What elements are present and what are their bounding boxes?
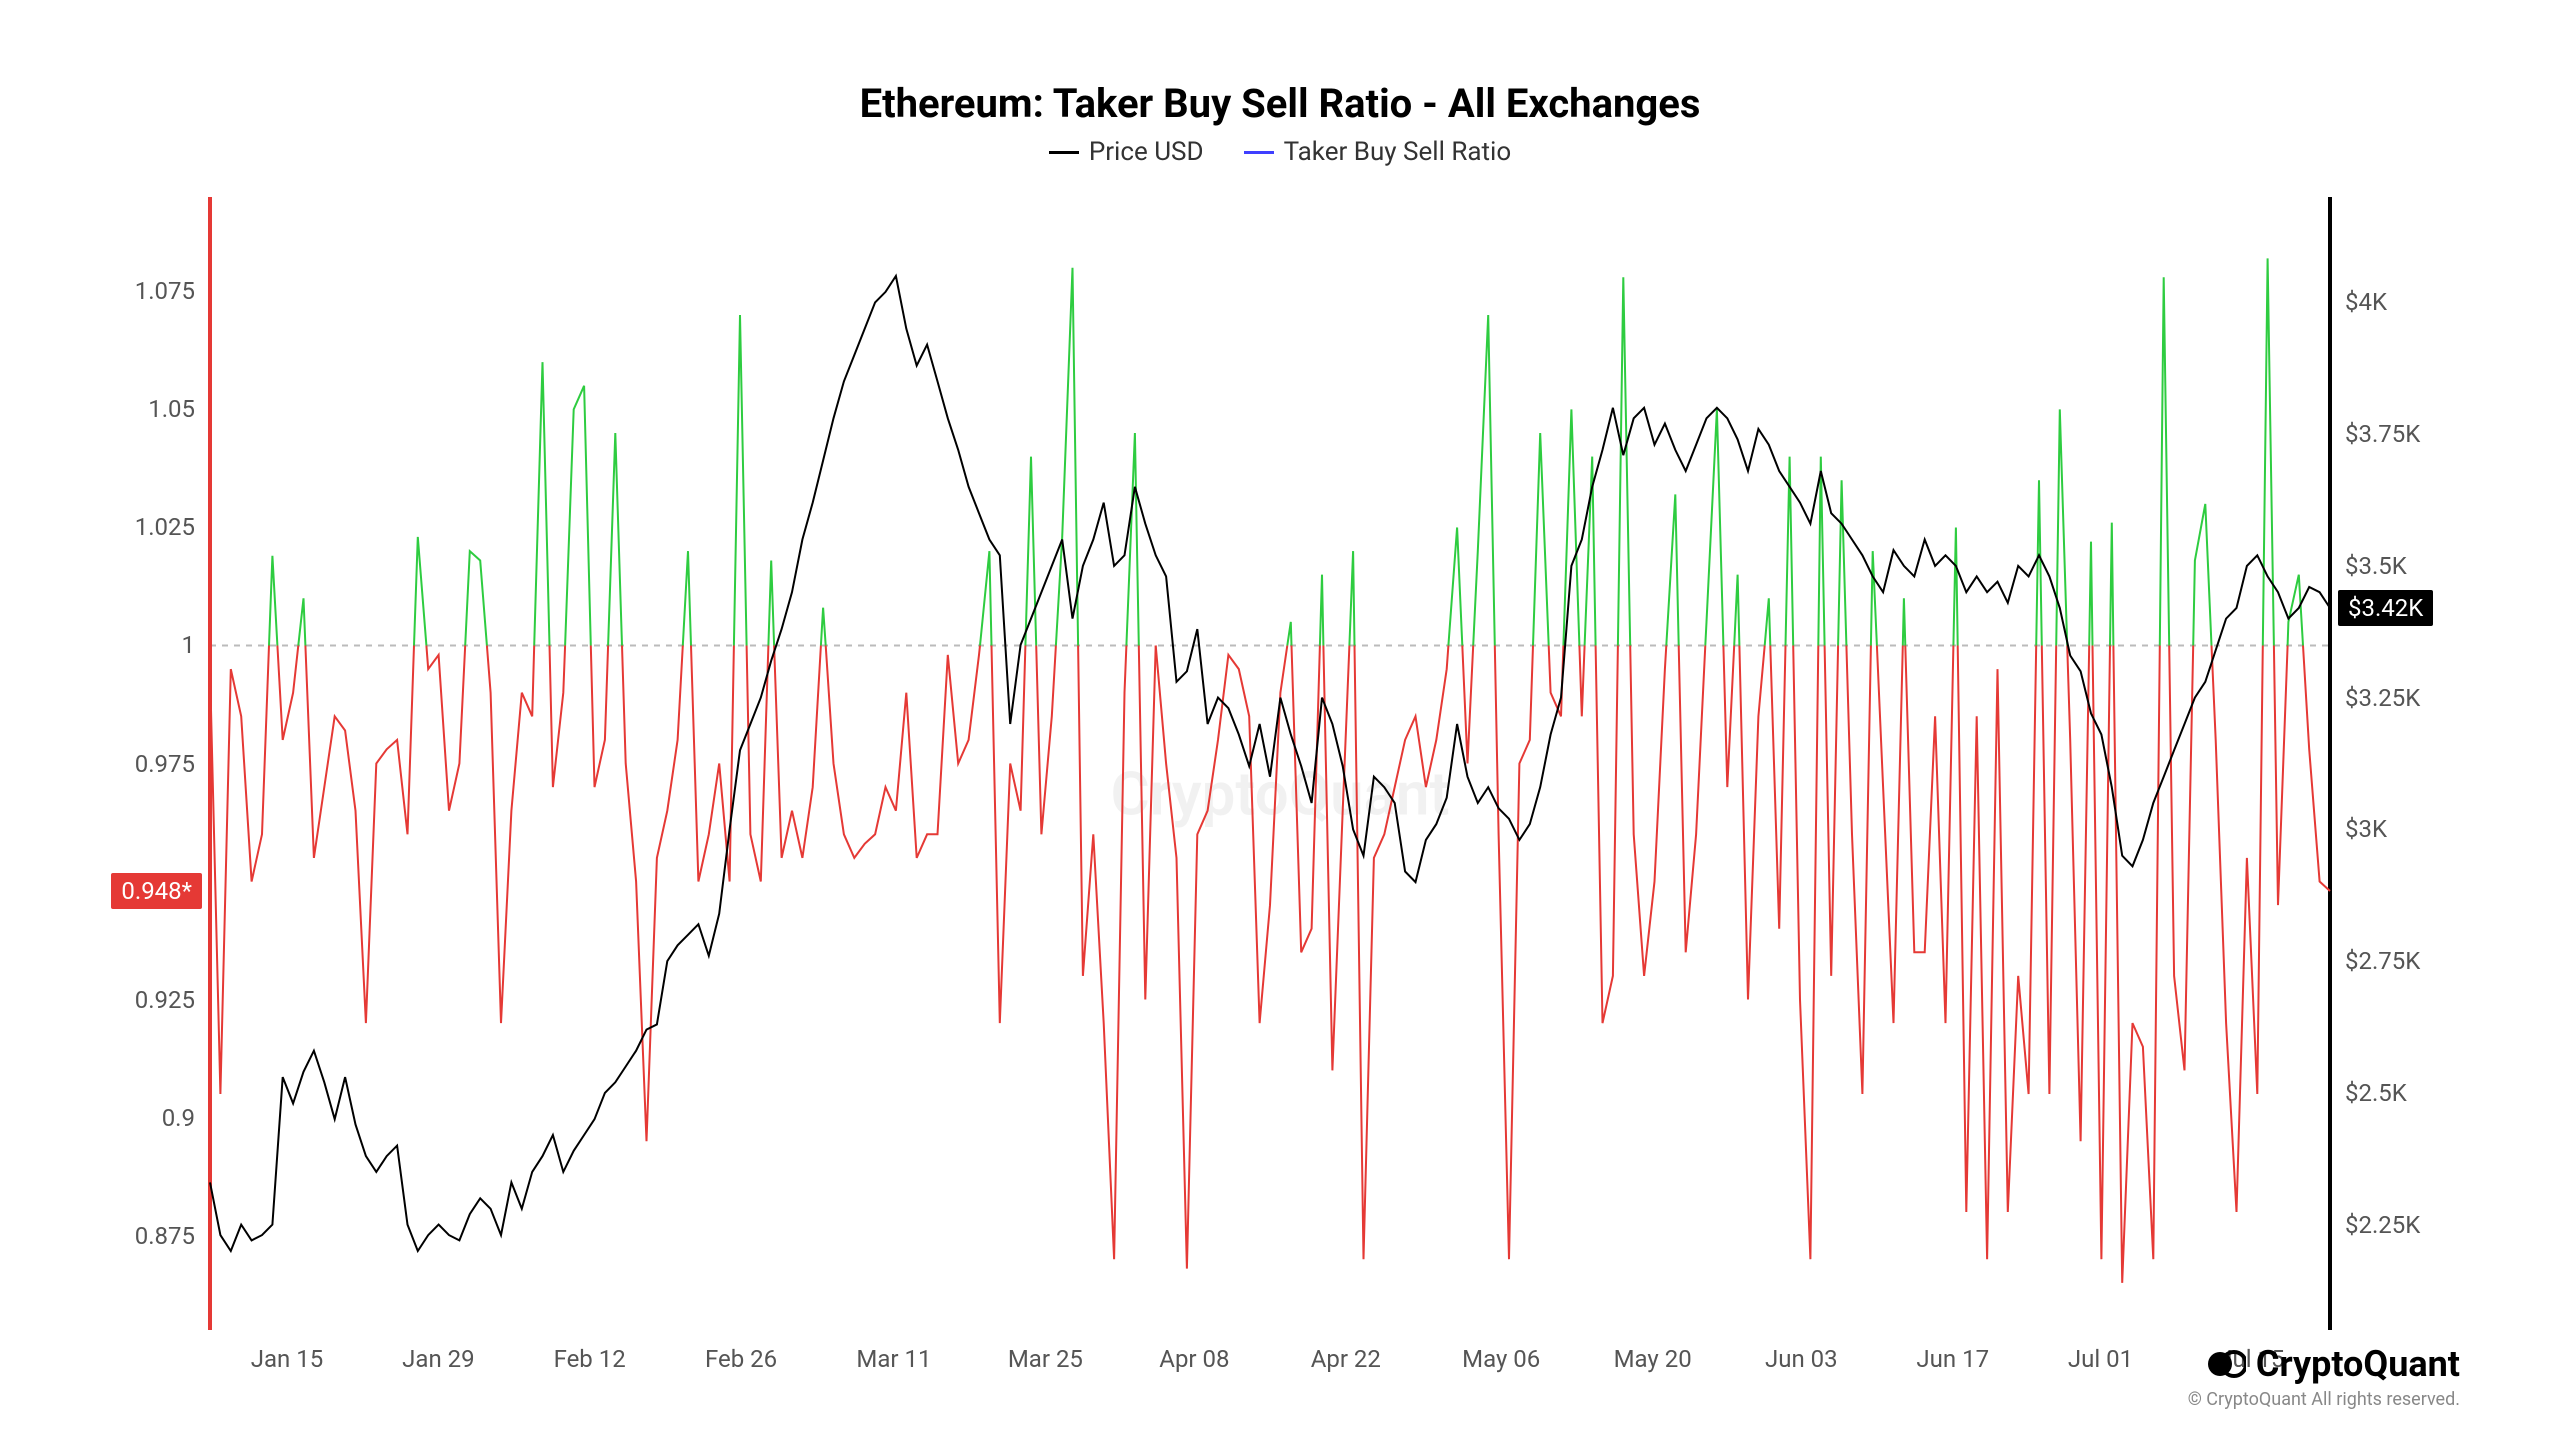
x-tick-label: May 06 bbox=[1462, 1345, 1540, 1373]
left-tick-label: 0.925 bbox=[135, 986, 195, 1014]
right-tick-label: $3.25K bbox=[2345, 684, 2420, 712]
right-tick-label: $3.75K bbox=[2345, 420, 2420, 448]
brand-icon bbox=[2206, 1344, 2246, 1384]
legend-swatch-ratio bbox=[1244, 151, 1274, 154]
x-tick-label: Apr 22 bbox=[1311, 1345, 1381, 1373]
left-tick-label: 1.075 bbox=[135, 277, 195, 305]
left-tick-label: 1.05 bbox=[148, 395, 195, 423]
legend-item-ratio: Taker Buy Sell Ratio bbox=[1244, 137, 1512, 167]
x-tick-label: Feb 12 bbox=[554, 1345, 626, 1373]
x-tick-label: Jun 17 bbox=[1916, 1345, 1989, 1373]
x-tick-label: Jan 15 bbox=[251, 1345, 323, 1373]
right-tick-label: $2.75K bbox=[2345, 947, 2420, 975]
brand-block: CryptoQuant © CryptoQuant All rights res… bbox=[2188, 1343, 2460, 1410]
right-tick-label: $2.25K bbox=[2345, 1211, 2420, 1239]
brand-copyright: © CryptoQuant All rights reserved. bbox=[2188, 1389, 2460, 1410]
x-tick-label: Apr 08 bbox=[1159, 1345, 1229, 1373]
legend: Price USD Taker Buy Sell Ratio bbox=[100, 137, 2460, 167]
brand-name: CryptoQuant bbox=[2256, 1343, 2460, 1385]
left-tick-label: 0.875 bbox=[135, 1222, 195, 1250]
legend-swatch-price bbox=[1049, 151, 1079, 154]
x-tick-label: Jun 03 bbox=[1765, 1345, 1838, 1373]
x-tick-label: May 20 bbox=[1614, 1345, 1692, 1373]
right-tick-label: $2.5K bbox=[2345, 1079, 2407, 1107]
left-tick-label: 0.975 bbox=[135, 750, 195, 778]
right-tick-label: $4K bbox=[2345, 288, 2387, 316]
x-tick-label: Jul 01 bbox=[2068, 1345, 2133, 1373]
chart-area: CryptoQuant 0.8750.90.9250.950.97511.025… bbox=[100, 187, 2460, 1400]
legend-label-price: Price USD bbox=[1089, 137, 1204, 167]
x-tick-label: Jan 29 bbox=[402, 1345, 474, 1373]
x-tick-label: Mar 25 bbox=[1008, 1345, 1083, 1373]
legend-label-ratio: Taker Buy Sell Ratio bbox=[1284, 137, 1512, 167]
legend-item-price: Price USD bbox=[1049, 137, 1204, 167]
right-tick-label: $3K bbox=[2345, 815, 2387, 843]
right-tick-label: $3.5K bbox=[2345, 552, 2407, 580]
right-axis-badge: $3.42K bbox=[2338, 590, 2433, 626]
chart-title: Ethereum: Taker Buy Sell Ratio - All Exc… bbox=[100, 80, 2460, 127]
left-axis-badge: 0.948* bbox=[111, 873, 202, 909]
x-tick-label: Mar 11 bbox=[856, 1345, 931, 1373]
x-tick-label: Feb 26 bbox=[705, 1345, 777, 1373]
left-tick-label: 0.9 bbox=[162, 1104, 195, 1132]
chart-svg bbox=[100, 187, 2460, 1400]
left-tick-label: 1 bbox=[182, 631, 196, 659]
left-tick-label: 1.025 bbox=[135, 513, 195, 541]
